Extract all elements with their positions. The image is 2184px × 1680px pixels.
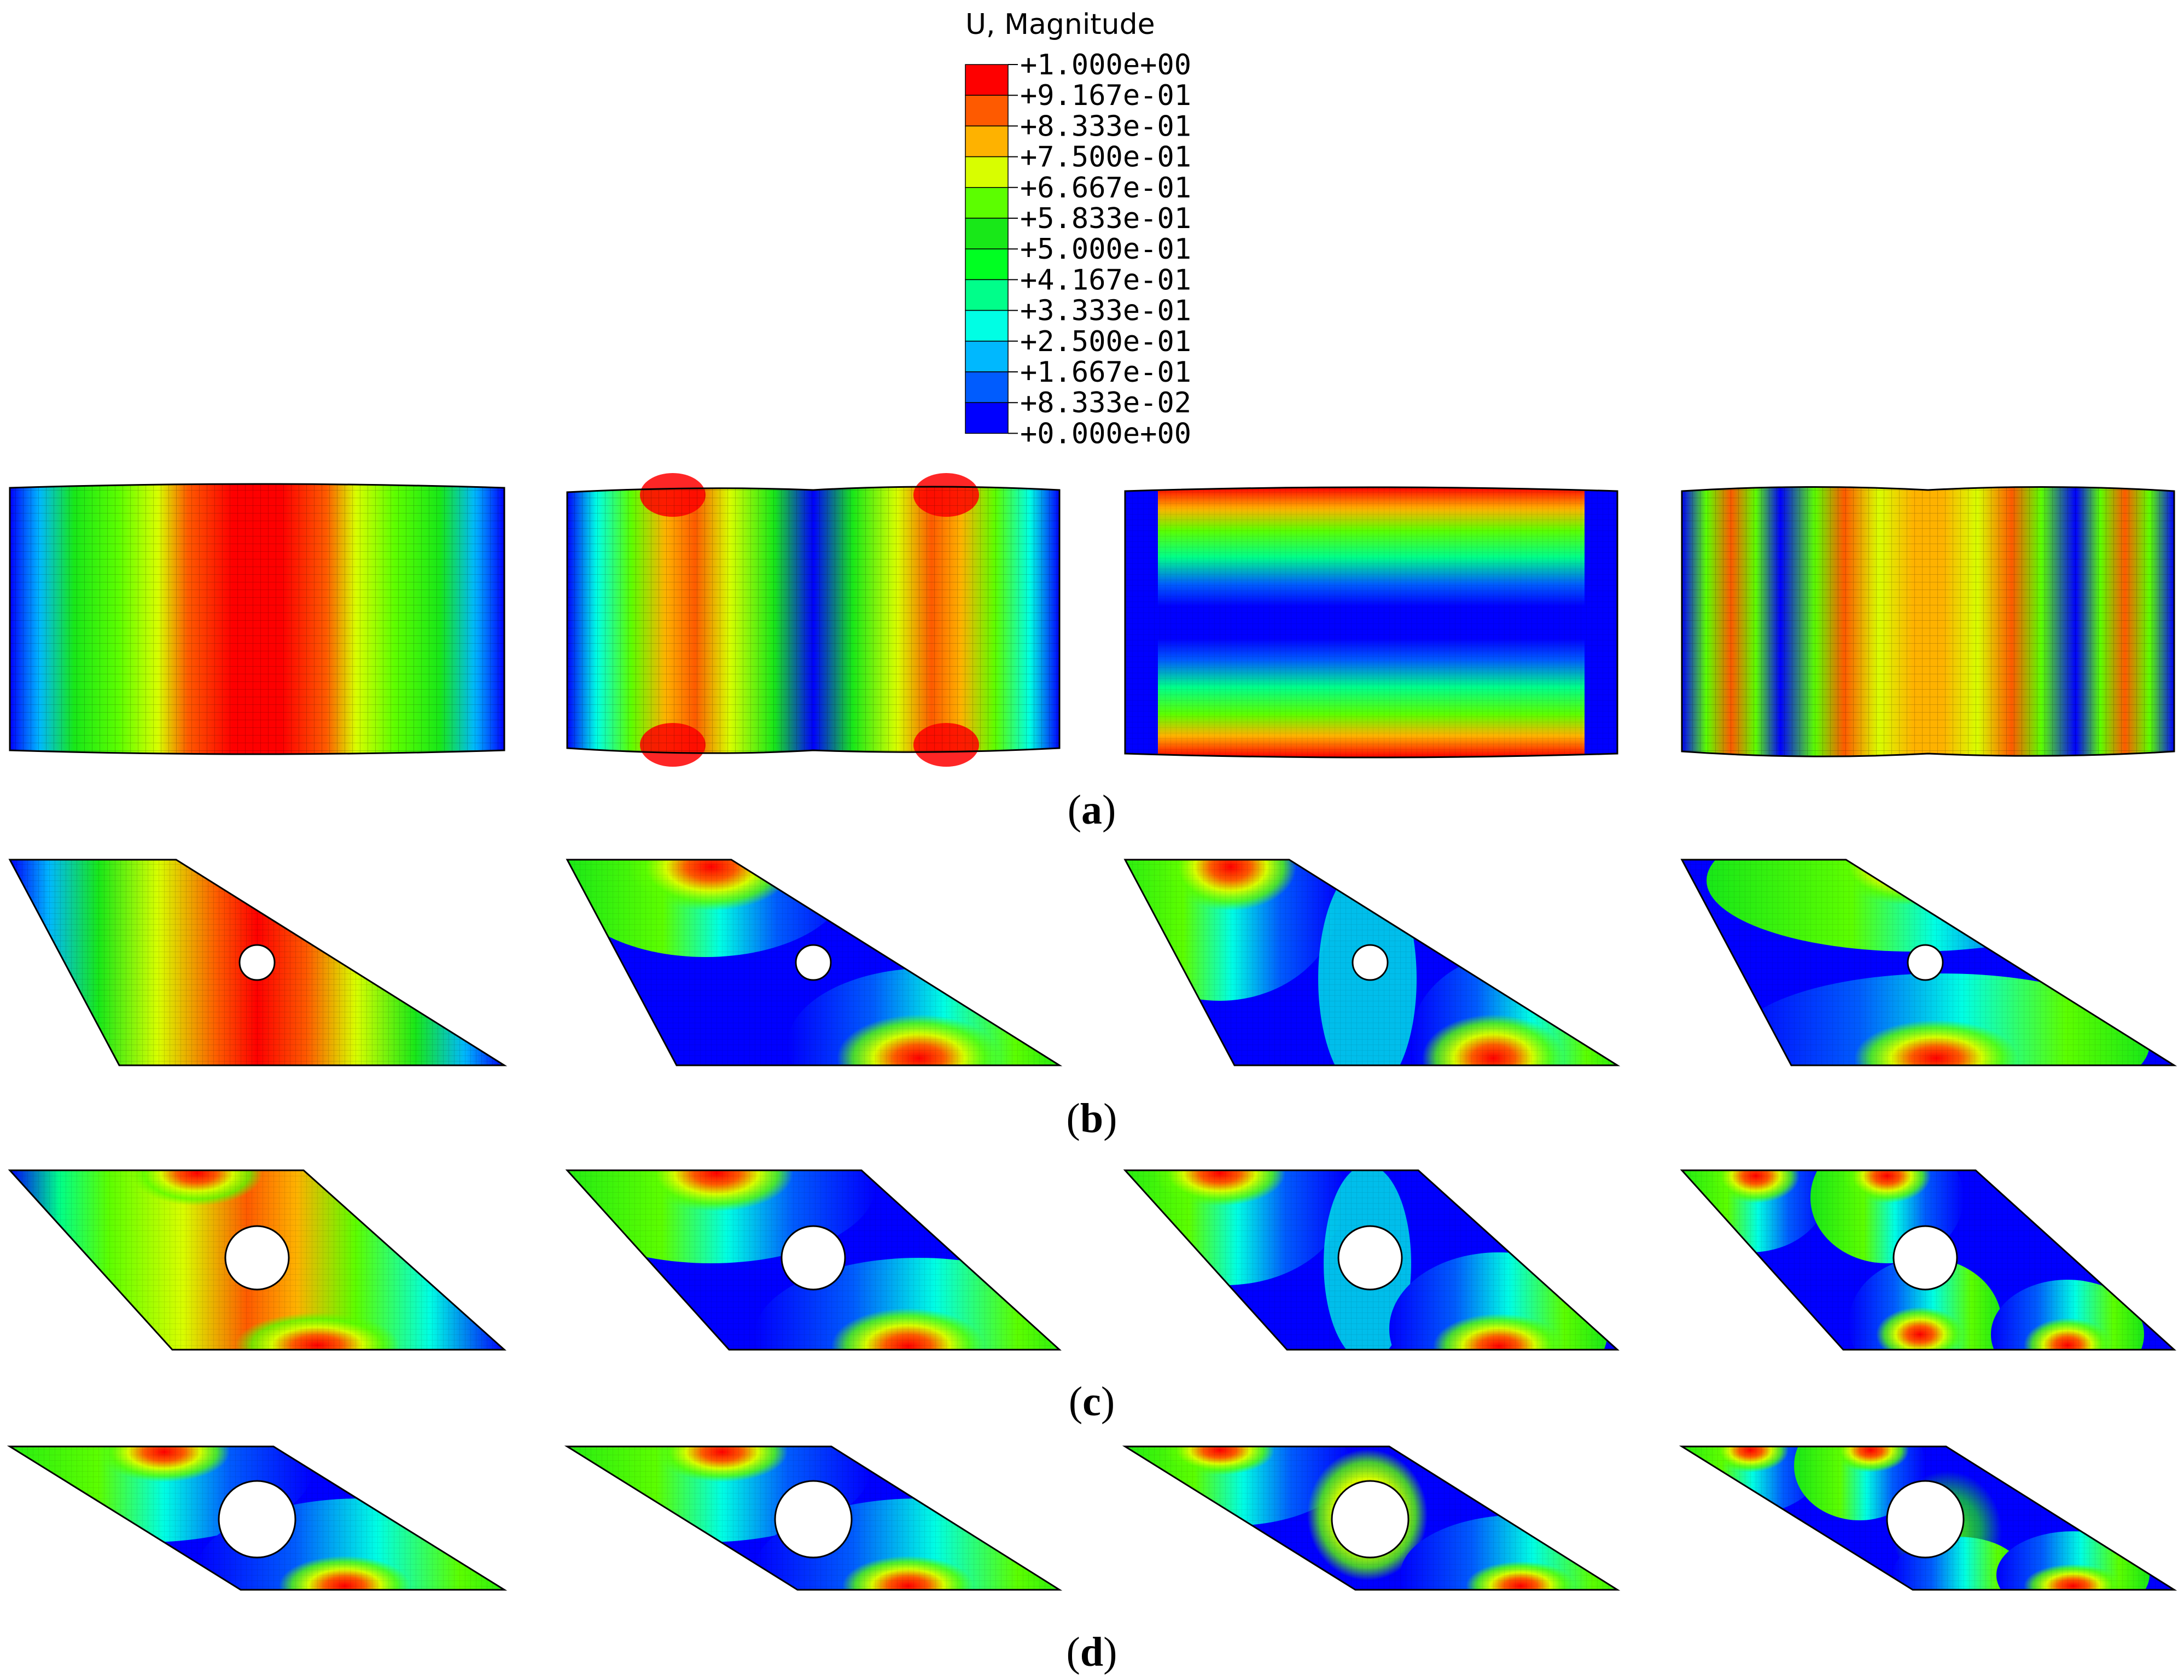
- legend-tick-label: +1.667e-01: [1020, 356, 1191, 389]
- mode-panel-a2: [566, 473, 1061, 767]
- mode-panel-a1: [9, 483, 505, 755]
- legend-tick-label: +8.333e-01: [1020, 110, 1191, 143]
- row-label-b: (b): [1067, 1095, 1117, 1141]
- legend-tick-label: +9.167e-01: [1020, 79, 1191, 112]
- legend-tick-label: +6.667e-01: [1020, 172, 1191, 205]
- legend-color-bar: [965, 64, 1009, 434]
- hole: [781, 1225, 846, 1291]
- legend-tick-label: +5.833e-01: [1020, 202, 1191, 235]
- legend-swatch: [965, 125, 1009, 158]
- row-label-c: (c): [1069, 1379, 1115, 1425]
- hole: [795, 944, 832, 981]
- legend-tick-label: +3.333e-01: [1020, 295, 1191, 328]
- legend-swatch: [965, 95, 1009, 127]
- hole: [1331, 1480, 1410, 1559]
- hole: [238, 944, 276, 981]
- legend-swatch: [965, 156, 1009, 188]
- legend-title: U, Magnitude: [965, 8, 1155, 41]
- row-label-d: (d): [1067, 1629, 1117, 1675]
- legend-swatch: [965, 187, 1009, 219]
- legend-swatch: [965, 310, 1009, 342]
- row-c-skew-plate-medium-hole: [8, 1169, 2176, 1351]
- legend-swatch: [965, 341, 1009, 372]
- hole: [1886, 1480, 1965, 1559]
- hole: [1907, 944, 1944, 981]
- row-label-a: (a): [1068, 787, 1116, 833]
- legend-swatch: [965, 64, 1009, 96]
- hole: [218, 1480, 296, 1559]
- row-d-skew-plate-large-hole: [7, 1445, 2177, 1591]
- legend-tick-label: +2.500e-01: [1020, 325, 1191, 358]
- row-b-skew-plate-small-hole: [8, 859, 2177, 1066]
- legend-swatch: [965, 248, 1009, 281]
- row-a-rectangular-plate-modes: [9, 473, 2175, 767]
- legend-swatch: [965, 371, 1009, 403]
- hole: [1352, 944, 1389, 981]
- hole: [1337, 1225, 1403, 1291]
- contour-legend: U, Magnitude +1.000e+00+9.167e-01+8.333e…: [965, 8, 1191, 450]
- legend-tick-labels: +1.000e+00+9.167e-01+8.333e-01+7.500e-01…: [1008, 49, 1191, 450]
- legend-swatch: [965, 279, 1009, 311]
- legend-tick-label: +5.000e-01: [1020, 233, 1191, 266]
- hole: [1892, 1225, 1958, 1291]
- legend-tick-label: +0.000e+00: [1020, 417, 1191, 450]
- legend-swatch: [965, 402, 1009, 434]
- hole: [224, 1225, 290, 1291]
- mode-panel-a3: [1124, 486, 1618, 759]
- legend-tick-label: +8.333e-02: [1020, 387, 1191, 419]
- legend-tick-label: +7.500e-01: [1020, 141, 1191, 174]
- hole: [774, 1480, 853, 1559]
- legend-tick-label: +4.167e-01: [1020, 264, 1191, 296]
- legend-tick-label: +1.000e+00: [1020, 49, 1191, 81]
- mode-panel-a4: [1681, 486, 2175, 757]
- legend-swatch: [965, 218, 1009, 249]
